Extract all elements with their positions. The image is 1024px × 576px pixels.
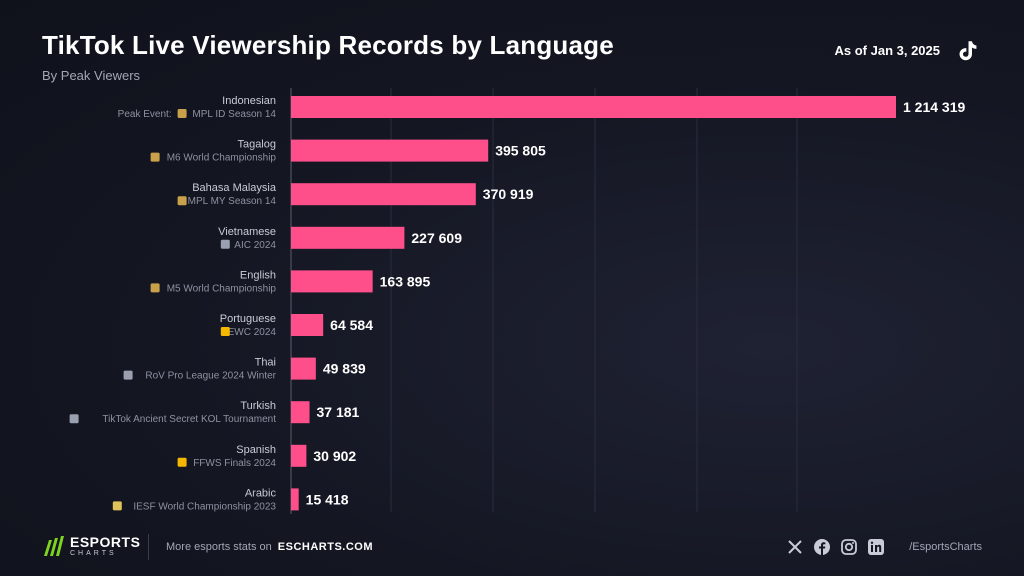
mlbb-icon — [177, 109, 187, 118]
bar — [291, 226, 405, 249]
category-label: Thai — [255, 357, 276, 369]
event-label: MPL MY Season 14 — [188, 196, 277, 207]
category-label: Indonesian — [222, 95, 276, 107]
bar — [291, 314, 324, 336]
ffws-icon — [177, 457, 187, 467]
facebook-icon[interactable] — [813, 538, 830, 555]
event-label: FFWS Finals 2024 — [193, 458, 276, 469]
x-icon[interactable] — [786, 538, 803, 555]
social-links — [786, 538, 884, 555]
bar — [291, 270, 373, 293]
aov-icon — [123, 370, 133, 380]
event-label: EWC 2024 — [228, 327, 277, 338]
tiktok-badge-icon — [69, 414, 79, 424]
bar — [291, 488, 299, 511]
value-label: 227 609 — [411, 230, 462, 246]
more-stats-label: More esports stats on — [166, 541, 272, 553]
instagram-icon[interactable] — [840, 538, 857, 555]
social-handle: /EsportsCharts — [909, 541, 982, 553]
bar — [291, 96, 896, 118]
brand-subname: CHARTS — [70, 550, 117, 557]
event-label: MPL ID Season 14 — [192, 109, 276, 120]
peak-event-prefix: Peak Event: — [118, 109, 172, 120]
event-label: RoV Pro League 2024 Winter — [145, 371, 276, 382]
tiktok-icon — [959, 41, 977, 61]
aov-icon — [220, 239, 230, 249]
esports-charts-icon — [44, 536, 64, 556]
bar — [291, 357, 316, 380]
mlbb-icon — [177, 196, 187, 206]
category-label: Arabic — [245, 487, 277, 499]
footer: ESPORTS CHARTS More esports stats on ESCH… — [0, 530, 1024, 566]
ewc-icon — [220, 327, 230, 336]
event-label: IESF World Championship 2023 — [133, 501, 276, 512]
category-label: Spanish — [236, 444, 276, 456]
bar — [291, 183, 476, 206]
category-label: Portuguese — [220, 313, 276, 325]
value-label: 395 805 — [495, 143, 546, 159]
value-label: 64 584 — [330, 317, 373, 333]
value-label: 30 902 — [313, 448, 356, 464]
category-label: English — [240, 269, 276, 281]
value-label: 15 418 — [306, 491, 349, 507]
bar — [291, 139, 489, 162]
value-label: 49 839 — [323, 361, 366, 377]
esports-charts-logo[interactable]: ESPORTS CHARTS — [42, 534, 140, 558]
event-label: M5 World Championship — [167, 283, 277, 294]
bar-chart: 1 214 319 Indonesian MPL ID Season 14 Peak … — [69, 88, 965, 514]
brand-name: ESPORTS — [70, 534, 141, 550]
footer-divider — [148, 534, 149, 560]
category-label: Bahasa Malaysia — [192, 182, 277, 194]
mlbb-icon — [150, 283, 160, 293]
event-label: TikTok Ancient Secret KOL Tournament — [102, 414, 276, 425]
value-label: 37 181 — [317, 404, 360, 420]
event-label: M6 World Championship — [167, 153, 277, 164]
event-label: AIC 2024 — [234, 240, 276, 251]
value-label: 1 214 319 — [903, 99, 965, 115]
bar — [291, 444, 307, 467]
iesf-icon — [112, 501, 122, 511]
escharts-link[interactable]: ESCHARTS.COM — [277, 541, 374, 553]
value-label: 163 895 — [380, 273, 431, 289]
mlbb-icon — [150, 152, 160, 162]
linkedin-icon[interactable] — [867, 538, 884, 555]
category-label: Vietnamese — [218, 226, 276, 238]
bar — [291, 401, 310, 424]
category-label: Turkish — [240, 400, 276, 412]
category-label: Tagalog — [237, 139, 276, 151]
value-label: 370 919 — [483, 186, 534, 202]
chart-title: TikTok Live Viewership Records by Langua… — [42, 30, 614, 60]
chart-subtitle: By Peak Viewers — [42, 68, 141, 83]
as-of-date: As of Jan 3, 2025 — [834, 43, 941, 58]
more-stats-text: More esports stats on ESCHARTS.COM — [166, 541, 373, 553]
